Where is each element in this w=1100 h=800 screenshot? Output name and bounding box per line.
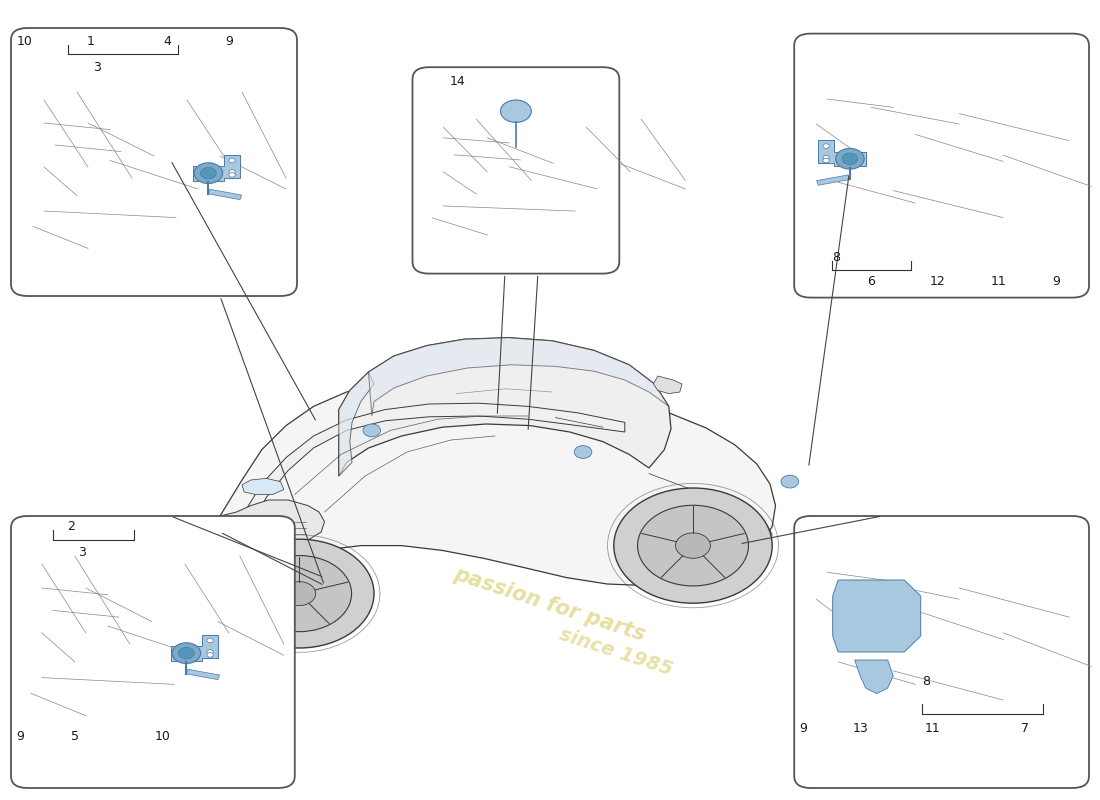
Circle shape — [229, 173, 235, 177]
Circle shape — [363, 424, 381, 437]
Text: 3: 3 — [92, 61, 101, 74]
Text: 5: 5 — [70, 730, 79, 742]
Circle shape — [675, 533, 711, 558]
Text: 9: 9 — [15, 730, 24, 742]
Circle shape — [178, 647, 195, 659]
Circle shape — [172, 642, 200, 663]
FancyBboxPatch shape — [11, 28, 297, 296]
Circle shape — [823, 155, 829, 160]
Polygon shape — [750, 526, 772, 548]
Text: 11: 11 — [925, 722, 940, 734]
Circle shape — [823, 158, 829, 162]
Circle shape — [500, 100, 531, 122]
Text: 13: 13 — [852, 722, 868, 734]
Circle shape — [574, 446, 592, 458]
Circle shape — [207, 653, 213, 657]
Polygon shape — [192, 154, 240, 181]
Text: 9: 9 — [799, 722, 807, 734]
Polygon shape — [833, 580, 921, 652]
Circle shape — [283, 582, 316, 606]
Polygon shape — [855, 660, 893, 694]
Circle shape — [194, 162, 222, 183]
Circle shape — [836, 148, 865, 169]
Text: 10: 10 — [16, 35, 32, 48]
Circle shape — [638, 506, 748, 586]
Text: 10: 10 — [155, 730, 170, 742]
Polygon shape — [242, 478, 284, 494]
Text: 6: 6 — [867, 275, 876, 288]
Circle shape — [207, 638, 213, 642]
Text: 12: 12 — [930, 275, 945, 288]
Text: 8: 8 — [922, 675, 931, 688]
Polygon shape — [220, 500, 324, 546]
Text: 11: 11 — [991, 275, 1006, 288]
Circle shape — [224, 539, 374, 648]
Circle shape — [229, 158, 235, 162]
Polygon shape — [368, 338, 669, 416]
Text: 14: 14 — [450, 75, 465, 88]
FancyBboxPatch shape — [794, 34, 1089, 298]
Circle shape — [823, 144, 829, 148]
Text: since 1985: since 1985 — [557, 625, 675, 679]
Text: 4: 4 — [163, 35, 172, 48]
Circle shape — [614, 488, 772, 603]
Circle shape — [781, 475, 799, 488]
FancyBboxPatch shape — [412, 67, 619, 274]
Text: 9: 9 — [224, 35, 233, 48]
Polygon shape — [208, 190, 242, 200]
Circle shape — [246, 555, 352, 632]
Circle shape — [229, 170, 235, 174]
Circle shape — [200, 167, 217, 179]
Polygon shape — [186, 670, 220, 680]
Polygon shape — [220, 380, 775, 624]
Polygon shape — [339, 372, 374, 476]
Polygon shape — [816, 175, 850, 186]
Text: 3: 3 — [78, 546, 87, 558]
Polygon shape — [653, 376, 682, 394]
Text: 8: 8 — [832, 251, 840, 264]
FancyBboxPatch shape — [11, 516, 295, 788]
Text: passion for parts: passion for parts — [452, 563, 648, 645]
FancyBboxPatch shape — [794, 516, 1089, 788]
Polygon shape — [170, 634, 218, 661]
Polygon shape — [242, 403, 625, 526]
Text: 1: 1 — [86, 35, 95, 48]
Circle shape — [207, 650, 213, 654]
Text: 9: 9 — [1052, 275, 1060, 288]
Circle shape — [842, 153, 858, 165]
Text: 7: 7 — [1021, 722, 1030, 734]
Polygon shape — [818, 140, 866, 166]
Polygon shape — [339, 338, 671, 476]
Text: 2: 2 — [67, 520, 76, 533]
